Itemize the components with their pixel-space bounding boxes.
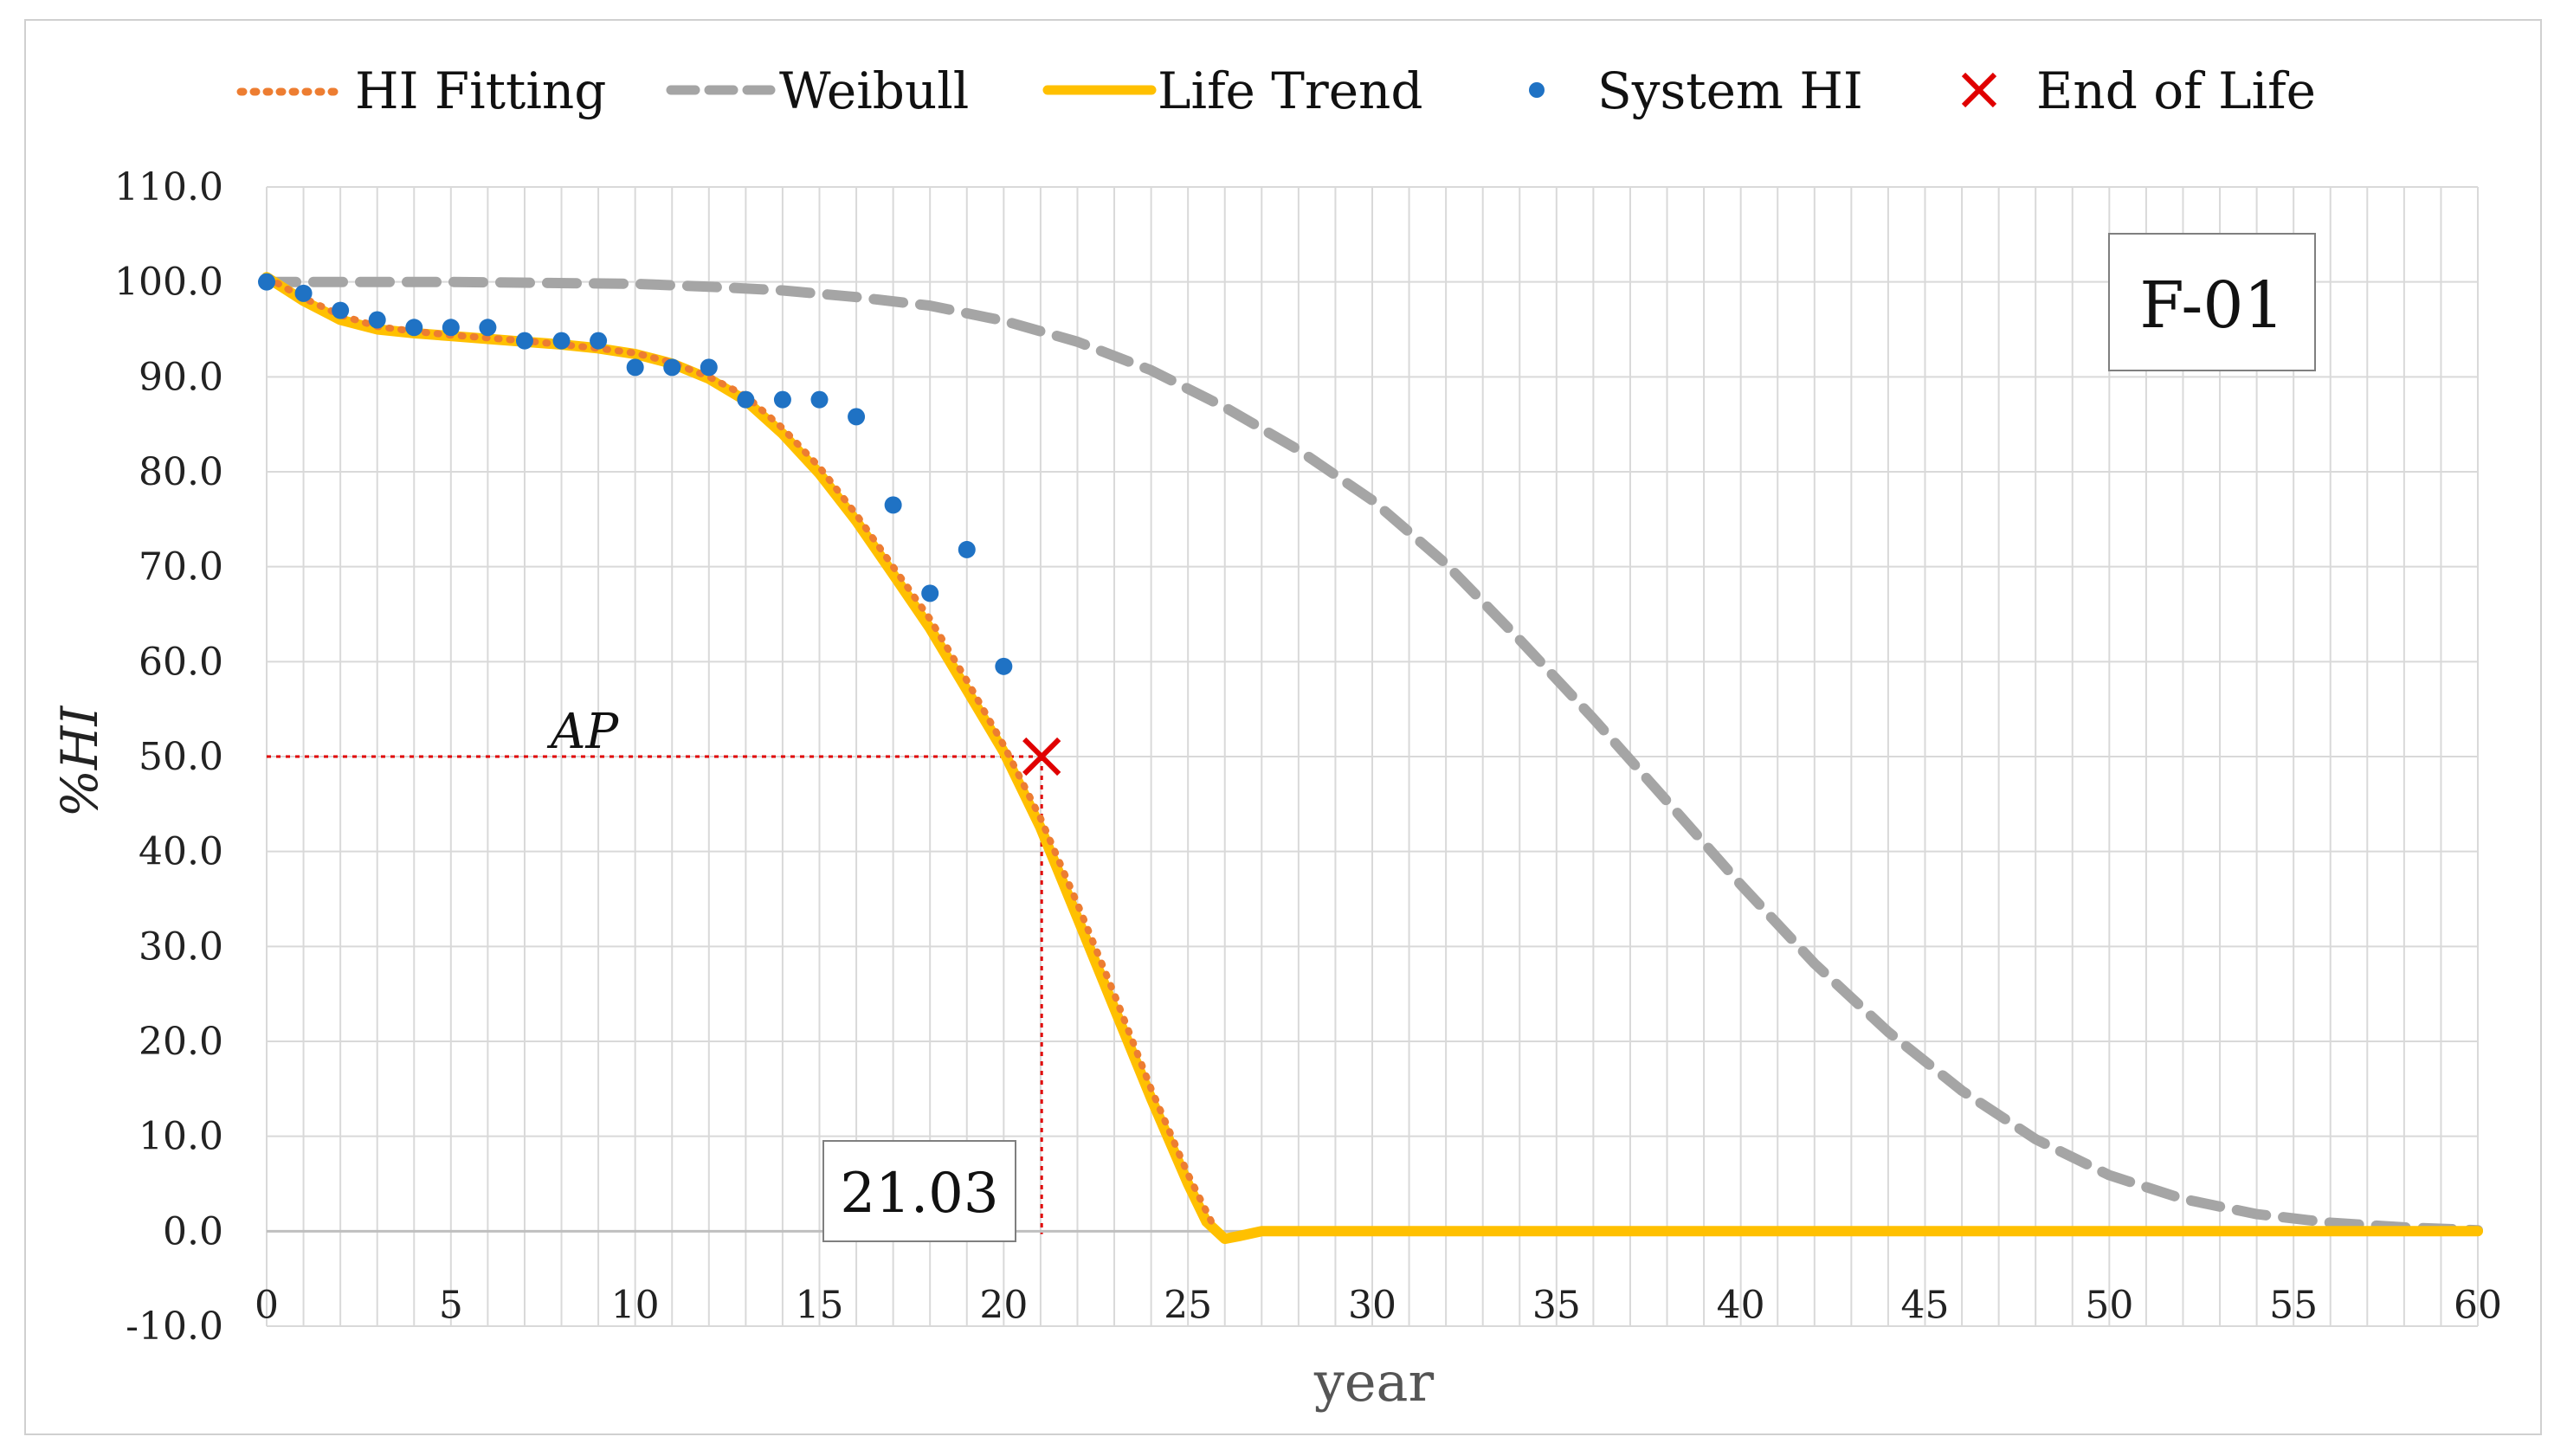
legend: HI Fitting Weibull Life Trend System HI … bbox=[236, 61, 2316, 120]
chart-frame bbox=[24, 19, 2542, 1435]
legend-label-system-hi: System HI bbox=[1597, 61, 1863, 120]
system-hi-point bbox=[552, 332, 571, 350]
series-hi-fitting-line bbox=[263, 274, 1217, 1230]
y-tick-label: 60.0 bbox=[139, 640, 223, 684]
x-tick-label: 25 bbox=[1164, 1283, 1212, 1327]
system-hi-point bbox=[663, 358, 681, 377]
x-tick-label: 55 bbox=[2269, 1283, 2318, 1327]
system-hi-point bbox=[773, 390, 791, 409]
eol-year-box: 21.03 bbox=[822, 1140, 1016, 1242]
x-tick-label: 60 bbox=[2454, 1283, 2502, 1327]
legend-label-hi-fitting: HI Fitting bbox=[355, 61, 606, 120]
y-tick-label: 10.0 bbox=[139, 1115, 223, 1159]
system-hi-point bbox=[810, 390, 829, 409]
end-of-life-marker bbox=[1022, 737, 1061, 776]
x-tick-label: 0 bbox=[255, 1283, 279, 1327]
x-tick-label: 40 bbox=[1717, 1283, 1765, 1327]
system-hi-point bbox=[884, 496, 902, 514]
y-tick-label: 30.0 bbox=[139, 924, 223, 969]
legend-label-life-trend: Life Trend bbox=[1158, 61, 1423, 120]
system-hi-point bbox=[294, 284, 313, 302]
legend-label-weibull: Weibull bbox=[779, 61, 969, 120]
x-tick-label: 20 bbox=[979, 1283, 1028, 1327]
x-axis-title: year bbox=[1313, 1350, 1435, 1414]
tick-labels: -10.0 0.0 10.0 20.0 30.0 40.0 50.0 60.0 70.0 80.0… bbox=[114, 165, 2502, 1349]
series-life-trend-line bbox=[261, 272, 2483, 1245]
x-tick-label: 15 bbox=[796, 1283, 844, 1327]
system-hi-point bbox=[700, 358, 718, 377]
x-tick-label: 5 bbox=[439, 1283, 463, 1327]
system-hi-point bbox=[921, 584, 939, 602]
y-tick-label: 70.0 bbox=[139, 545, 223, 589]
y-tick-label: 20.0 bbox=[139, 1020, 223, 1064]
legend-swatch-end-of-life bbox=[1961, 72, 1997, 108]
f01-label-box: F-01 bbox=[2108, 233, 2316, 371]
system-hi-point bbox=[442, 319, 460, 337]
system-hi-point bbox=[848, 408, 866, 426]
eol-year-label: 21.03 bbox=[840, 1162, 998, 1226]
x-tick-label: 45 bbox=[1901, 1283, 1950, 1327]
y-tick-label: 40.0 bbox=[139, 830, 223, 874]
legend-label-end-of-life: End of Life bbox=[2036, 61, 2316, 120]
system-hi-point bbox=[405, 319, 423, 337]
x-tick-label: 50 bbox=[2085, 1283, 2133, 1327]
y-tick-label: 80.0 bbox=[139, 450, 223, 494]
y-axis-title: %HI bbox=[50, 705, 109, 818]
system-hi-point bbox=[479, 319, 497, 337]
ap-label: AP bbox=[546, 704, 619, 760]
end-of-life-marker-stroke bbox=[1022, 737, 1061, 776]
series-layer bbox=[258, 272, 2483, 1245]
x-tick-label: 10 bbox=[611, 1283, 660, 1327]
legend-swatch-system-hi bbox=[1529, 82, 1545, 98]
series-weibull-line bbox=[261, 276, 2483, 1236]
y-tick-label: 90.0 bbox=[139, 355, 223, 399]
system-hi-point bbox=[626, 358, 644, 377]
y-tick-label: 0.0 bbox=[163, 1209, 223, 1253]
f01-label: F-01 bbox=[2139, 268, 2284, 343]
system-hi-point bbox=[958, 540, 976, 558]
y-tick-label: 50.0 bbox=[139, 735, 223, 779]
system-hi-point bbox=[258, 273, 275, 291]
x-tick-label: 35 bbox=[1532, 1283, 1581, 1327]
system-hi-point bbox=[995, 657, 1013, 675]
y-tick-label: -10.0 bbox=[126, 1305, 223, 1349]
x-tick-label: 30 bbox=[1348, 1283, 1396, 1327]
system-hi-point bbox=[737, 390, 755, 409]
system-hi-point bbox=[515, 332, 533, 350]
y-tick-label: 100.0 bbox=[114, 261, 223, 305]
system-hi-point bbox=[368, 311, 386, 329]
system-hi-point bbox=[332, 301, 350, 319]
system-hi-point bbox=[590, 332, 608, 350]
y-tick-label: 110.0 bbox=[114, 165, 223, 209]
